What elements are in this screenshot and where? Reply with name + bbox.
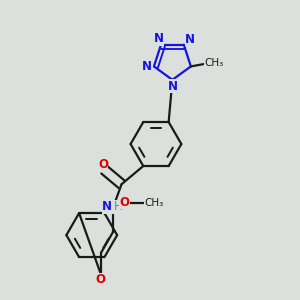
Text: N: N — [154, 32, 164, 45]
Text: O: O — [98, 158, 108, 171]
Text: O: O — [120, 196, 130, 209]
Text: N: N — [102, 200, 112, 213]
Text: N: N — [185, 33, 195, 46]
Text: CH₃: CH₃ — [145, 198, 164, 208]
Text: O: O — [95, 273, 105, 286]
Text: CH₃: CH₃ — [205, 58, 224, 68]
Text: N: N — [142, 60, 152, 73]
Text: N: N — [167, 80, 177, 93]
Text: H: H — [114, 200, 122, 213]
